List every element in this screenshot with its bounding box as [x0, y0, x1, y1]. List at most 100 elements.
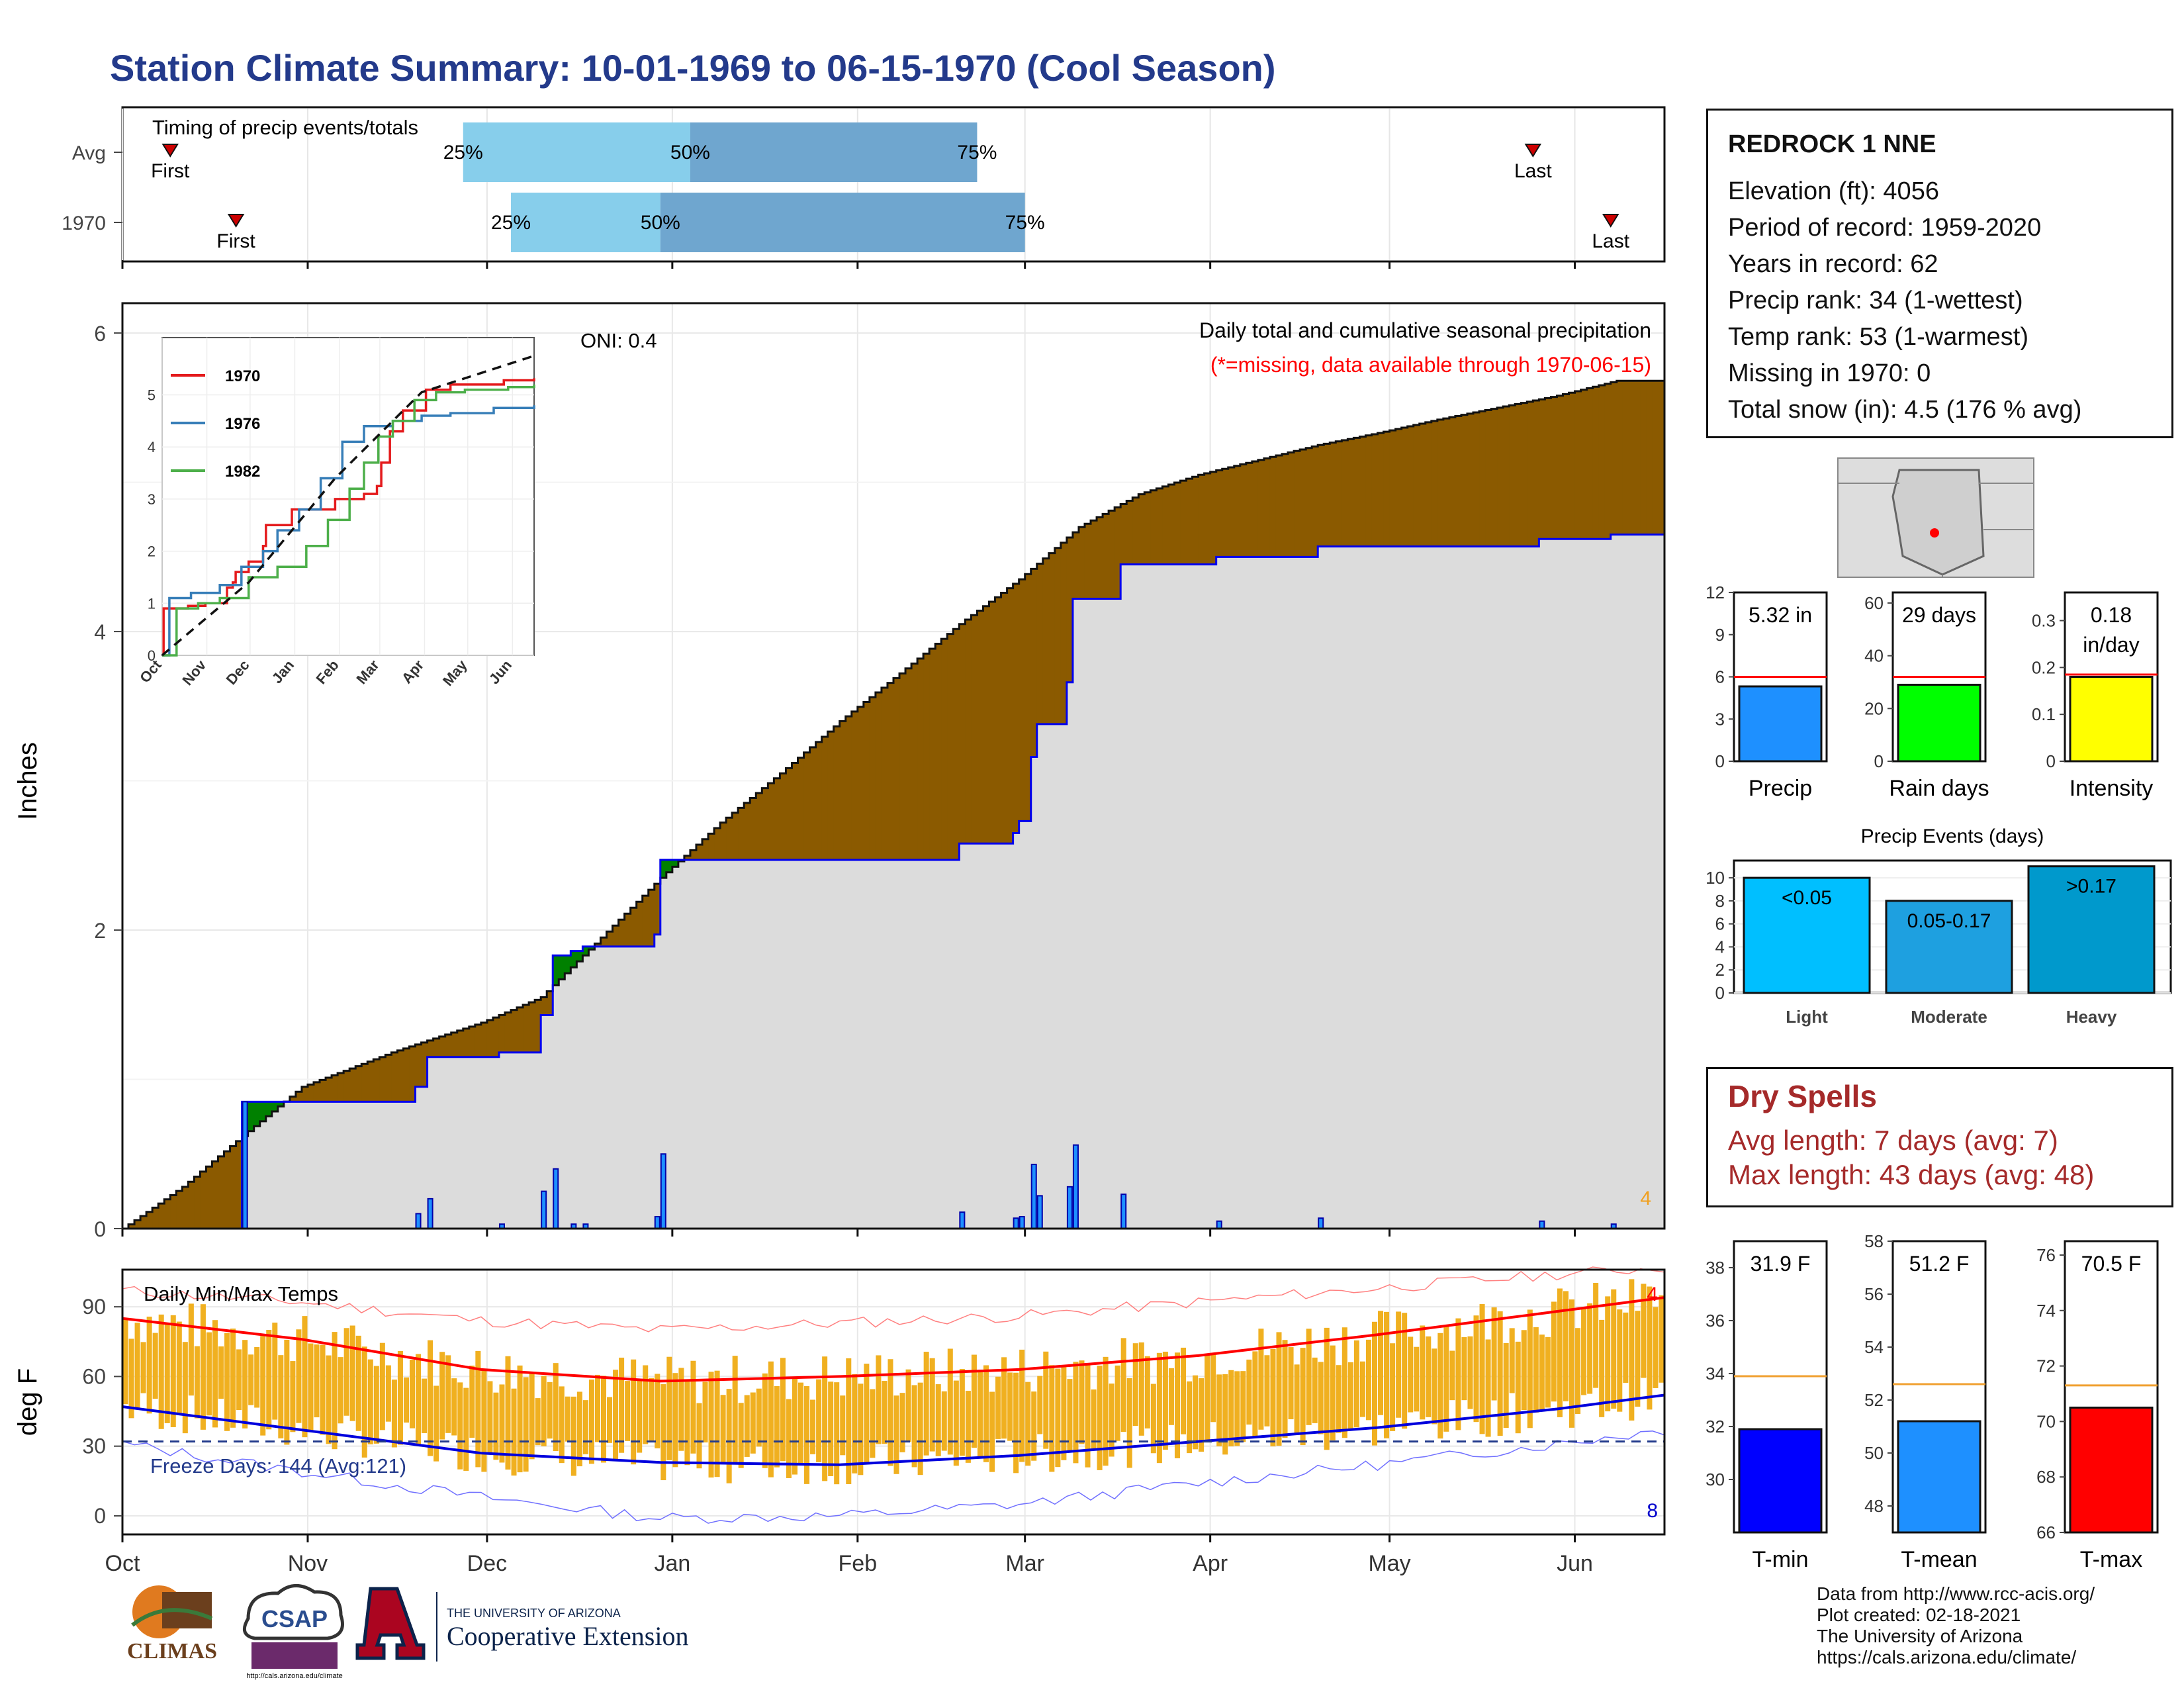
- daily-temp-bar: [947, 1348, 953, 1455]
- surplus-area: [559, 955, 565, 980]
- deficit-area: [714, 828, 721, 861]
- daily-temp-bar: [529, 1374, 535, 1460]
- daily-temp-bar: [678, 1368, 684, 1451]
- deficit-area: [1132, 497, 1139, 565]
- deficit-area: [642, 896, 649, 947]
- daily-temp-bar: [428, 1340, 433, 1456]
- daily-temp-bar: [1174, 1352, 1180, 1458]
- ua-logo: THE UNIVERSITY OF ARIZONA Cooperative Ex…: [355, 1587, 688, 1662]
- mini-y-tick-label: 48: [1864, 1496, 1884, 1516]
- daily-temp-bar: [403, 1377, 409, 1423]
- deficit-area: [786, 768, 793, 861]
- daily-temp-bar: [391, 1380, 397, 1448]
- daily-temp-bar: [1515, 1341, 1521, 1434]
- deficit-area: [1401, 428, 1408, 547]
- daily-precip-bar: [1216, 1220, 1222, 1230]
- precip-y-tick-label: 4: [94, 620, 106, 644]
- map-borders: [1838, 483, 2034, 577]
- csap-mountain-icon: [251, 1642, 338, 1669]
- deficit-area: [504, 1012, 512, 1053]
- daily-precip-bar: [415, 1213, 422, 1230]
- deficit-area: [1413, 424, 1420, 547]
- deficit-area: [995, 597, 1002, 844]
- daily-temp-bar: [1085, 1364, 1091, 1468]
- timing-p50-label: 50%: [670, 142, 710, 164]
- temp-x-tick-label: Mar: [1005, 1551, 1044, 1576]
- deficit-area: [349, 1068, 356, 1102]
- deficit-area: [498, 1015, 506, 1053]
- mini-value-bar: [2069, 1406, 2154, 1534]
- deficit-area: [1078, 527, 1085, 599]
- deficit-area: [1210, 471, 1217, 565]
- deficit-area: [313, 1082, 320, 1102]
- deficit-area: [1569, 393, 1576, 539]
- deficit-area: [1425, 422, 1432, 547]
- deficit-area: [1072, 532, 1079, 599]
- mini-y-tick-label: 9: [1715, 625, 1725, 645]
- daily-temp-bar: [1091, 1389, 1097, 1451]
- deficit-area: [1533, 400, 1539, 547]
- daily-temp-bar: [242, 1340, 248, 1429]
- deficit-area: [750, 798, 756, 861]
- deficit-area: [1336, 441, 1342, 547]
- deficit-area: [415, 1044, 422, 1087]
- temp-x-tick-label: May: [1368, 1551, 1410, 1576]
- daily-precip-bar: [1019, 1215, 1025, 1230]
- daily-temp-bar: [1276, 1332, 1282, 1446]
- daily-temp-bar: [278, 1355, 284, 1438]
- deficit-area: [762, 788, 768, 861]
- deficit-area: [1557, 395, 1564, 539]
- daily-temp-bar: [367, 1359, 373, 1444]
- daily-temp-bar: [1336, 1365, 1342, 1433]
- deficit-area: [391, 1052, 398, 1102]
- precip-y-tick-label: 2: [94, 919, 106, 943]
- events-y-tick-label: 2: [1715, 960, 1725, 980]
- deficit-area: [1545, 398, 1552, 539]
- daily-temp-bar: [582, 1400, 588, 1454]
- daily-temp-bar: [1228, 1370, 1234, 1446]
- deficit-area: [953, 629, 960, 861]
- deficit-area: [1109, 510, 1115, 599]
- daily-temp-bar: [302, 1316, 308, 1438]
- deficit-area: [307, 1084, 314, 1102]
- first-marker-icon: [161, 144, 179, 158]
- daily-temp-bar: [361, 1346, 367, 1458]
- daily-temp-bar: [690, 1360, 696, 1454]
- deficit-area: [648, 890, 655, 947]
- daily-temp-bar: [834, 1382, 840, 1485]
- daily-temp-bar: [463, 1387, 469, 1471]
- daily-temp-bar: [1473, 1315, 1479, 1423]
- daily-temp-bar: [1384, 1311, 1390, 1438]
- mini-y-tick-label: 72: [2036, 1356, 2056, 1376]
- mini-y-tick-label: 66: [2036, 1523, 2056, 1542]
- deficit-area: [1443, 418, 1450, 547]
- surplus-area: [672, 860, 679, 867]
- deficit-area: [1036, 563, 1044, 724]
- deficit-area: [1269, 457, 1277, 557]
- daily-temp-bar: [858, 1383, 864, 1476]
- deficit-area: [917, 658, 924, 861]
- daily-temp-bar: [338, 1357, 343, 1424]
- daily-temp-bar: [541, 1376, 547, 1446]
- daily-temp-bar: [535, 1398, 541, 1446]
- deficit-area: [726, 818, 733, 861]
- daily-temp-bar: [786, 1399, 792, 1478]
- daily-temp-bar: [523, 1377, 529, 1472]
- daily-temp-bar: [1138, 1342, 1144, 1436]
- daily-temp-bar: [409, 1360, 416, 1429]
- deficit-area: [1359, 436, 1367, 547]
- deficit-area: [1342, 440, 1348, 547]
- precip-chart: 0 2 4 6 Inches Daily total and cumulative s…: [13, 302, 1666, 1241]
- deficit-area: [320, 1080, 326, 1102]
- inset-legend-label: 1970: [225, 367, 260, 385]
- surplus-area: [582, 946, 590, 956]
- daily-temp-bar: [212, 1320, 218, 1428]
- avg-max-line: [122, 1296, 1665, 1383]
- deficit-area: [905, 668, 912, 861]
- daily-temp-bar: [1491, 1307, 1497, 1401]
- surplus-area: [265, 1102, 273, 1117]
- daily-temp-bar: [314, 1344, 320, 1418]
- deficit-area: [869, 697, 876, 861]
- daily-temp-bar: [1049, 1365, 1055, 1472]
- daily-temp-bar: [804, 1385, 810, 1484]
